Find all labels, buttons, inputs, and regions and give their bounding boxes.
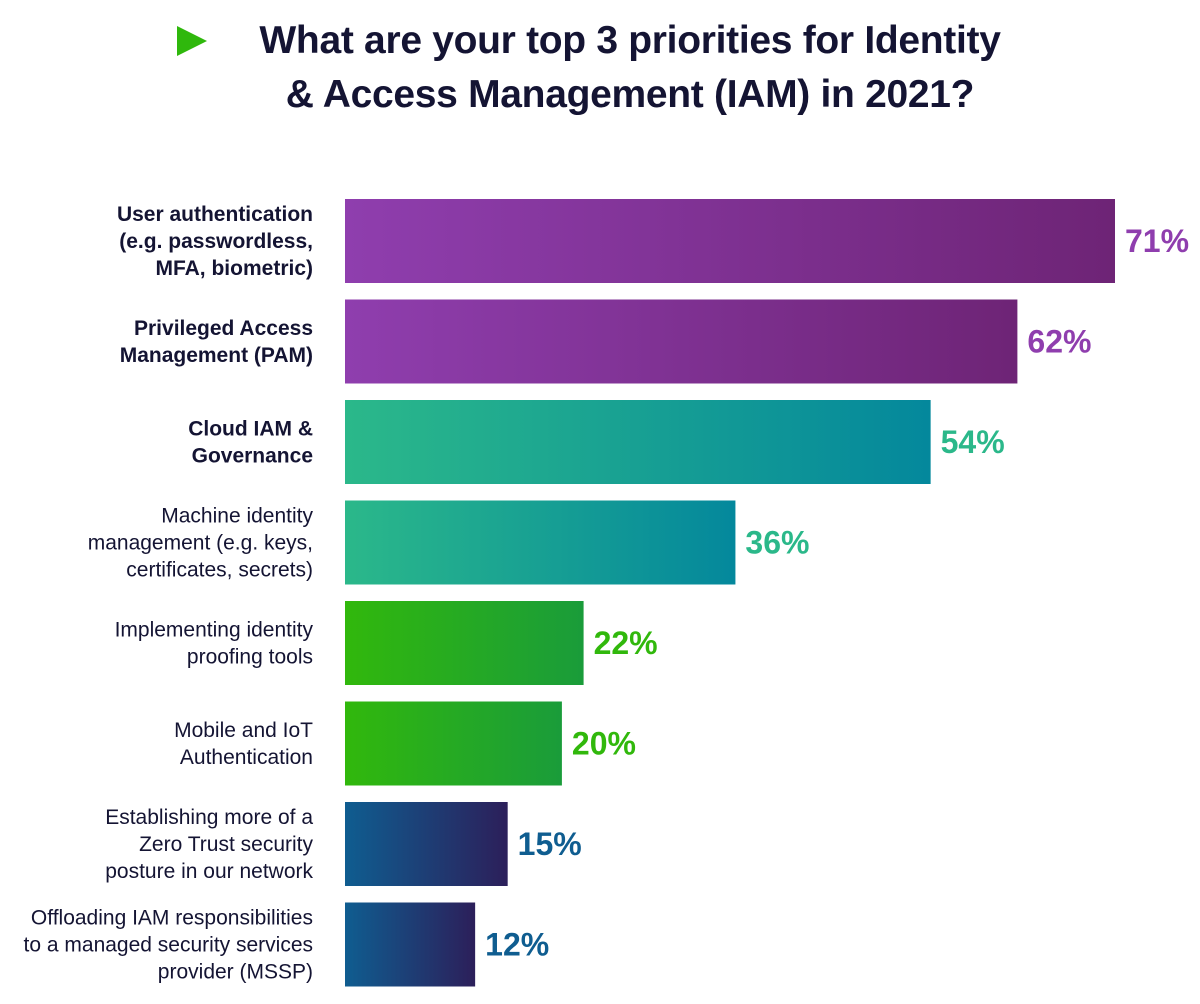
category-label-line: Machine identity: [161, 505, 313, 528]
value-label: 12%: [485, 927, 549, 963]
category-label: Establishing more of a Zero Trust securit…: [105, 806, 313, 883]
category-label-line: proofing tools: [187, 646, 313, 669]
category-label-line: management (e.g. keys,: [88, 532, 313, 555]
bars-group: [345, 199, 1115, 987]
value-label: 71%: [1125, 223, 1189, 259]
value-label: 54%: [941, 424, 1005, 460]
category-label-line: Mobile and IoT: [174, 719, 313, 742]
category-label-line: Privileged Access: [134, 317, 313, 340]
category-label-line: posture in our network: [105, 860, 313, 883]
play-triangle-icon: [177, 26, 207, 56]
category-label-line: Offloading IAM responsibilities: [31, 907, 313, 930]
bar: [345, 500, 736, 585]
value-label: 22%: [594, 625, 658, 661]
category-label: Privileged Access Management (PAM): [120, 317, 313, 367]
bar: [345, 199, 1115, 283]
bar: [345, 601, 584, 685]
category-label-line: MFA, biometric): [155, 257, 313, 280]
value-label: 62%: [1027, 324, 1091, 360]
category-label-line: Implementing identity: [115, 619, 314, 642]
category-label: Cloud IAM & Governance: [188, 418, 313, 468]
bar: [345, 902, 476, 987]
category-label-line: provider (MSSP): [158, 961, 313, 984]
category-label-line: User authentication: [117, 203, 313, 226]
category-label: User authentication (e.g. passwordless, MF…: [117, 203, 313, 280]
category-label-line: (e.g. passwordless,: [119, 230, 313, 253]
value-label: 20%: [572, 726, 636, 762]
value-label: 36%: [745, 525, 809, 561]
category-label-line: to a managed security services: [24, 934, 313, 957]
bar: [345, 701, 562, 786]
value-labels-group: 71% 62% 54% 36% 22% 20% 15% 12%: [485, 223, 1189, 963]
category-label: Mobile and IoT Authentication: [174, 719, 313, 769]
category-label: Offloading IAM responsibilities to a mana…: [24, 907, 313, 984]
bar: [345, 802, 508, 886]
category-label: Machine identity management (e.g. keys, ce…: [88, 505, 314, 582]
bar: [345, 400, 931, 484]
category-label: Implementing identity proofing tools: [115, 619, 314, 669]
category-label-line: Management (PAM): [120, 344, 313, 367]
category-label-line: Establishing more of a: [105, 806, 313, 829]
bar: [345, 299, 1018, 384]
category-label-line: certificates, secrets): [126, 559, 313, 582]
chart-title: What are your top 3 priorities for Ident…: [259, 19, 1001, 116]
category-label-line: Authentication: [180, 746, 313, 769]
category-label-line: Zero Trust security: [139, 833, 313, 856]
category-label-line: Governance: [192, 445, 313, 468]
value-label: 15%: [518, 826, 582, 862]
category-label-line: Cloud IAM &: [188, 418, 313, 441]
category-labels-group: User authentication (e.g. passwordless, MF…: [24, 203, 314, 984]
